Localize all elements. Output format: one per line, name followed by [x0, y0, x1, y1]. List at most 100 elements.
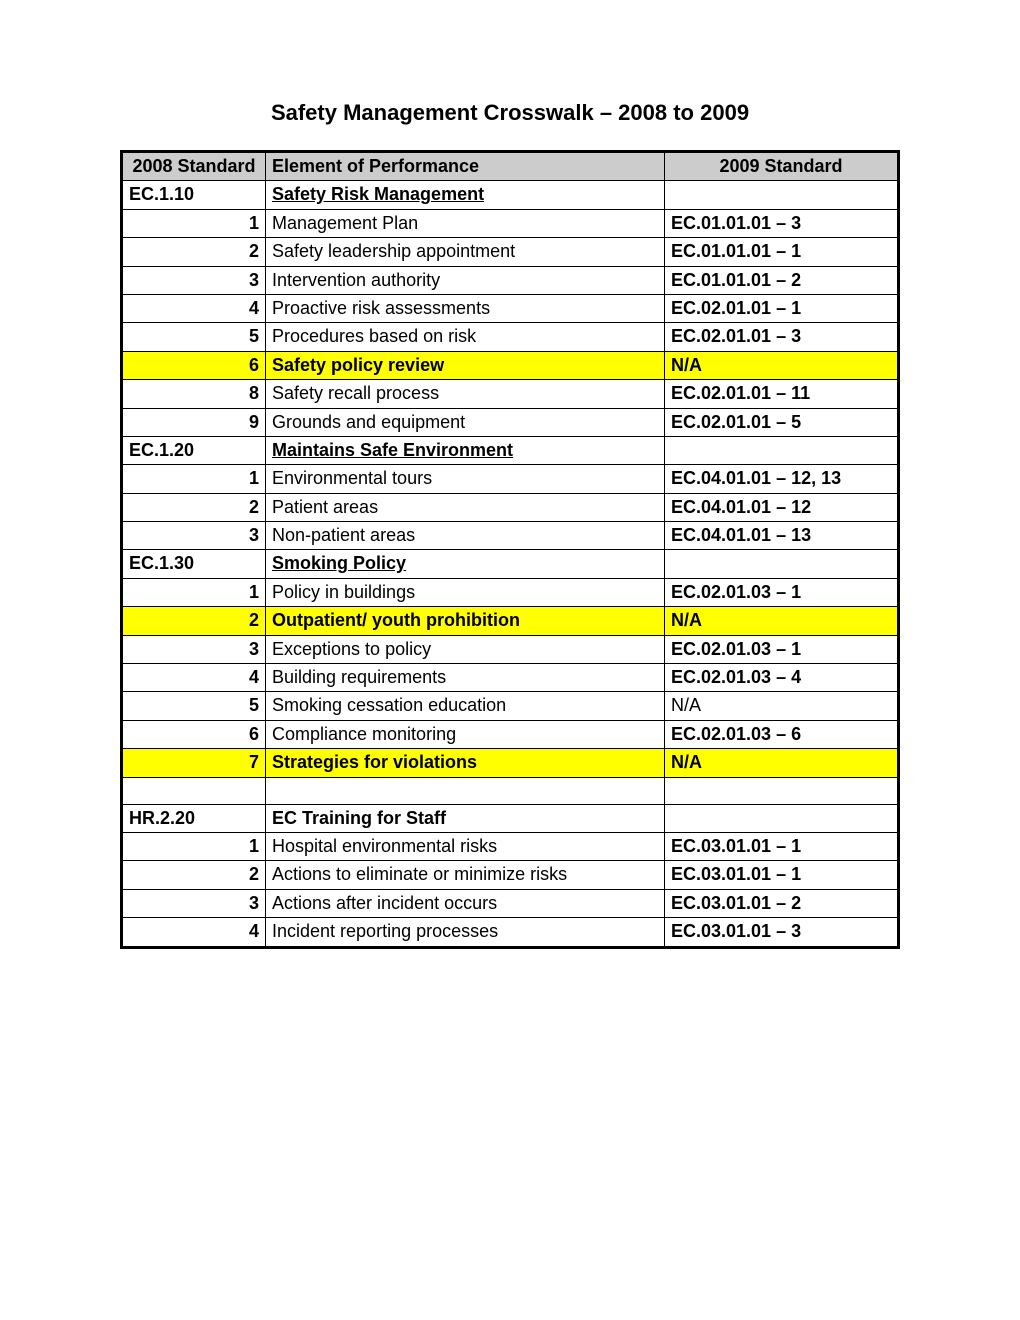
item-std2009-cell: EC.02.01.03 – 1 [665, 578, 899, 606]
table-row: 1Management PlanEC.01.01.01 – 3 [122, 209, 899, 237]
table-row: 1Environmental toursEC.04.01.01 – 12, 13 [122, 465, 899, 493]
item-number-cell: 5 [122, 323, 266, 351]
item-number-cell: 6 [122, 720, 266, 748]
table-row: 2Actions to eliminate or minimize risksE… [122, 861, 899, 889]
item-element-cell: Hospital environmental risks [266, 832, 665, 860]
section-code-cell: EC.1.10 [122, 181, 266, 209]
item-number-cell: 1 [122, 578, 266, 606]
section-title-cell: Safety Risk Management [266, 181, 665, 209]
item-element-cell: Building requirements [266, 664, 665, 692]
table-row: 3Non-patient areasEC.04.01.01 – 13 [122, 522, 899, 550]
item-number-cell: 3 [122, 522, 266, 550]
item-std2009-cell: N/A [665, 607, 899, 635]
blank-cell [122, 777, 266, 804]
table-row: 3Intervention authorityEC.01.01.01 – 2 [122, 266, 899, 294]
section-title-cell: EC Training for Staff [266, 804, 665, 832]
table-row: 6Safety policy reviewN/A [122, 351, 899, 379]
section-std2009-cell [665, 804, 899, 832]
table-row: 4Proactive risk assessmentsEC.02.01.01 –… [122, 294, 899, 322]
section-code-cell: HR.2.20 [122, 804, 266, 832]
item-element-cell: Environmental tours [266, 465, 665, 493]
item-element-cell: Procedures based on risk [266, 323, 665, 351]
table-header-row: 2008 Standard Element of Performance 200… [122, 152, 899, 181]
item-element-cell: Smoking cessation education [266, 692, 665, 720]
item-element-cell: Strategies for violations [266, 749, 665, 777]
section-std2009-cell [665, 550, 899, 578]
item-std2009-cell: EC.02.01.03 – 4 [665, 664, 899, 692]
table-row: 2Patient areasEC.04.01.01 – 12 [122, 493, 899, 521]
item-number-cell: 2 [122, 607, 266, 635]
item-std2009-cell: EC.02.01.01 – 5 [665, 408, 899, 436]
section-std2009-cell [665, 436, 899, 464]
item-std2009-cell: EC.04.01.01 – 12 [665, 493, 899, 521]
item-element-cell: Management Plan [266, 209, 665, 237]
item-number-cell: 7 [122, 749, 266, 777]
table-row: 3Exceptions to policyEC.02.01.03 – 1 [122, 635, 899, 663]
item-element-cell: Actions after incident occurs [266, 889, 665, 917]
table-row: 6Compliance monitoringEC.02.01.03 – 6 [122, 720, 899, 748]
item-std2009-cell: EC.01.01.01 – 1 [665, 238, 899, 266]
item-element-cell: Proactive risk assessments [266, 294, 665, 322]
section-code-cell: EC.1.20 [122, 436, 266, 464]
item-element-cell: Intervention authority [266, 266, 665, 294]
header-2009-standard: 2009 Standard [665, 152, 899, 181]
item-number-cell: 9 [122, 408, 266, 436]
item-number-cell: 5 [122, 692, 266, 720]
item-element-cell: Safety recall process [266, 380, 665, 408]
item-std2009-cell: N/A [665, 749, 899, 777]
item-std2009-cell: EC.04.01.01 – 13 [665, 522, 899, 550]
item-number-cell: 3 [122, 266, 266, 294]
table-row: HR.2.20EC Training for Staff [122, 804, 899, 832]
table-row: 2Safety leadership appointmentEC.01.01.0… [122, 238, 899, 266]
item-std2009-cell: EC.01.01.01 – 2 [665, 266, 899, 294]
blank-cell [266, 777, 665, 804]
header-2008-standard: 2008 Standard [122, 152, 266, 181]
table-row: 1Policy in buildingsEC.02.01.03 – 1 [122, 578, 899, 606]
item-std2009-cell: N/A [665, 692, 899, 720]
item-std2009-cell: EC.04.01.01 – 12, 13 [665, 465, 899, 493]
table-row: 7Strategies for violationsN/A [122, 749, 899, 777]
item-element-cell: Safety leadership appointment [266, 238, 665, 266]
table-body: EC.1.10Safety Risk Management1Management… [122, 181, 899, 947]
item-element-cell: Outpatient/ youth prohibition [266, 607, 665, 635]
table-row: 5Procedures based on riskEC.02.01.01 – 3 [122, 323, 899, 351]
item-number-cell: 3 [122, 889, 266, 917]
item-std2009-cell: EC.01.01.01 – 3 [665, 209, 899, 237]
item-element-cell: Incident reporting processes [266, 918, 665, 947]
item-number-cell: 4 [122, 918, 266, 947]
crosswalk-table: 2008 Standard Element of Performance 200… [120, 150, 900, 949]
item-std2009-cell: N/A [665, 351, 899, 379]
section-title-cell: Smoking Policy [266, 550, 665, 578]
section-std2009-cell [665, 181, 899, 209]
item-number-cell: 3 [122, 635, 266, 663]
item-number-cell: 1 [122, 209, 266, 237]
item-number-cell: 4 [122, 664, 266, 692]
header-element: Element of Performance [266, 152, 665, 181]
item-number-cell: 4 [122, 294, 266, 322]
table-row: 4Incident reporting processesEC.03.01.01… [122, 918, 899, 947]
item-element-cell: Grounds and equipment [266, 408, 665, 436]
blank-cell [665, 777, 899, 804]
item-element-cell: Patient areas [266, 493, 665, 521]
section-title-cell: Maintains Safe Environment [266, 436, 665, 464]
table-row [122, 777, 899, 804]
item-element-cell: Compliance monitoring [266, 720, 665, 748]
item-element-cell: Exceptions to policy [266, 635, 665, 663]
item-std2009-cell: EC.02.01.01 – 1 [665, 294, 899, 322]
item-number-cell: 2 [122, 861, 266, 889]
table-row: 4Building requirementsEC.02.01.03 – 4 [122, 664, 899, 692]
table-row: 3Actions after incident occursEC.03.01.0… [122, 889, 899, 917]
table-row: 8Safety recall processEC.02.01.01 – 11 [122, 380, 899, 408]
item-number-cell: 2 [122, 493, 266, 521]
section-code-cell: EC.1.30 [122, 550, 266, 578]
item-element-cell: Actions to eliminate or minimize risks [266, 861, 665, 889]
table-row: 1Hospital environmental risksEC.03.01.01… [122, 832, 899, 860]
item-std2009-cell: EC.02.01.01 – 11 [665, 380, 899, 408]
table-row: 5Smoking cessation educationN/A [122, 692, 899, 720]
table-row: EC.1.10Safety Risk Management [122, 181, 899, 209]
item-number-cell: 1 [122, 832, 266, 860]
item-std2009-cell: EC.03.01.01 – 1 [665, 832, 899, 860]
table-row: 9Grounds and equipmentEC.02.01.01 – 5 [122, 408, 899, 436]
item-element-cell: Non-patient areas [266, 522, 665, 550]
table-row: 2Outpatient/ youth prohibitionN/A [122, 607, 899, 635]
